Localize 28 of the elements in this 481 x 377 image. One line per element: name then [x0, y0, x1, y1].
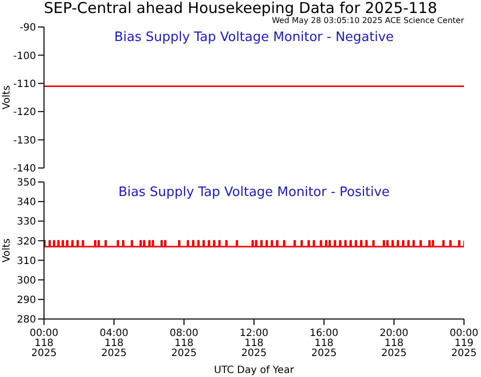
y-axis-title: Volts	[2, 238, 13, 263]
x-axis-title: UTC Day of Year	[214, 365, 295, 376]
chart-title: SEP-Central ahead Housekeeping Data for 2025-118	[42, 0, 438, 17]
x-tick-label: 12:00 118 2025	[240, 328, 268, 359]
y-tick-label: -90	[20, 22, 36, 34]
y-tick-label: -120	[13, 107, 36, 118]
chart-subtitle: Bias Supply Tap Voltage Monitor - Positive	[117, 185, 391, 200]
x-tick-label: 20:00 118 2025	[380, 328, 408, 359]
y-tick-label: -100	[13, 50, 36, 62]
y-tick-label: 310	[16, 256, 36, 267]
x-tick-label: 00:00 119 2025	[450, 328, 478, 359]
y-tick-label: 280	[16, 314, 36, 326]
x-tick-label: 08:00 118 2025	[170, 328, 198, 359]
chart-subtitle: Bias Supply Tap Voltage Monitor - Negative	[113, 30, 395, 45]
x-tick-label: 04:00 118 2025	[100, 328, 128, 359]
y-tick-label: -110	[13, 78, 36, 90]
y-tick-label: 320	[16, 236, 36, 248]
x-tick-label: 00:00 118 2025	[30, 328, 58, 359]
y-tick-label: 330	[16, 216, 36, 228]
y-axis-title: Volts	[2, 85, 13, 110]
y-tick-label: 300	[16, 275, 36, 286]
y-tick-label: -130	[13, 135, 36, 146]
x-tick-label: 16:00 118 2025	[310, 328, 338, 359]
text: Wed May 28 03:05:10 2025 ACE Science Center	[272, 16, 464, 26]
y-tick-label: 340	[16, 197, 36, 208]
y-tick-label: 350	[16, 178, 36, 189]
y-tick-label: -140	[13, 164, 36, 175]
y-tick-label: 290	[16, 294, 36, 306]
